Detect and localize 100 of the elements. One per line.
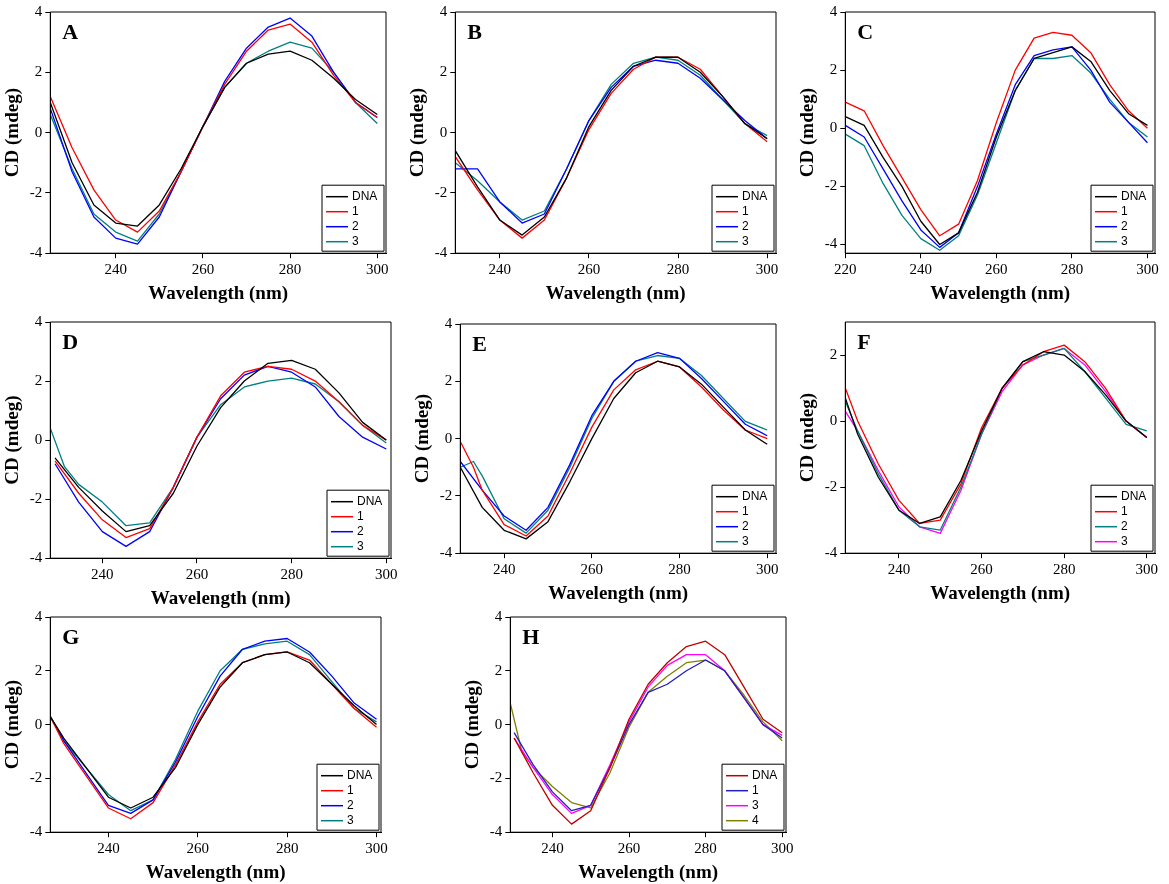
y-tick-label: -2 [824, 478, 838, 495]
y-tick-label: 0 [494, 715, 503, 732]
x-tick-label: 280 [278, 261, 302, 278]
y-tick-label: 0 [444, 429, 453, 446]
legend-label: 1 [1121, 204, 1128, 219]
y-tick-label: 4 [444, 314, 453, 331]
x-tick-label: 300 [365, 840, 388, 857]
x-tick-label: 260 [970, 561, 993, 578]
y-axis-title: CD (mdeg) [461, 680, 484, 770]
legend-label: 2 [742, 219, 749, 234]
y-tick-label: 2 [34, 661, 43, 678]
y-tick-label: 0 [34, 123, 43, 140]
x-tick-label: 300 [366, 261, 389, 278]
y-tick-label: 2 [444, 372, 453, 389]
legend-label: 1 [357, 509, 364, 524]
y-tick-label: -4 [29, 549, 43, 566]
x-tick-label: 240 [97, 840, 120, 857]
legend-label: 3 [1121, 534, 1128, 549]
legend-label: 3 [352, 234, 359, 249]
x-axis-title: Wavelength (nm) [545, 281, 686, 304]
x-tick-label: 220 [834, 261, 857, 278]
y-tick-label: 2 [34, 371, 43, 388]
x-axis-title: Wavelength (nm) [148, 281, 289, 304]
y-tick-label: -2 [439, 486, 453, 503]
x-tick-label: 260 [191, 261, 215, 278]
legend-label: 1 [347, 783, 354, 798]
legend-label: 3 [1121, 234, 1128, 249]
x-tick-label: 280 [1052, 561, 1076, 578]
legend-label: 4 [752, 813, 759, 828]
y-tick-label: -2 [29, 183, 43, 200]
x-tick-label: 240 [104, 261, 127, 278]
y-tick-label: -4 [489, 823, 503, 840]
legend-label: 2 [742, 519, 749, 534]
y-tick-label: 4 [439, 2, 448, 19]
x-tick-label: 240 [909, 261, 933, 278]
x-axis-title: Wavelength (nm) [150, 586, 291, 609]
legend-label: 2 [1121, 519, 1128, 534]
chart-title: G [62, 623, 80, 649]
y-tick-label: -4 [439, 544, 453, 561]
y-tick-label: 0 [34, 715, 43, 732]
x-tick-label: 240 [541, 840, 564, 857]
x-tick-label: 280 [275, 840, 299, 857]
chart-title: A [62, 18, 79, 44]
y-axis-title: CD (mdeg) [1, 680, 24, 770]
y-tick-label: 0 [829, 119, 838, 136]
y-tick-label: -2 [29, 490, 43, 507]
x-axis-title: Wavelength (nm) [578, 860, 719, 883]
y-axis-title: CD (mdeg) [1, 395, 24, 485]
x-tick-label: 240 [488, 261, 512, 278]
y-tick-label: 2 [34, 63, 43, 80]
chart-title: D [62, 328, 79, 354]
chart-title: E [472, 330, 487, 356]
legend-label: 1 [1121, 504, 1128, 519]
x-tick-label: 280 [694, 840, 717, 857]
legend-label: DNA [742, 189, 768, 204]
x-tick-label: 260 [617, 840, 641, 857]
y-axis-title: CD (mdeg) [1, 88, 24, 178]
x-tick-label: 300 [1135, 561, 1158, 578]
y-tick-label: -4 [29, 823, 43, 840]
y-tick-label: -4 [29, 244, 43, 261]
x-axis-title: Wavelength (nm) [548, 581, 689, 604]
y-axis-title: CD (mdeg) [796, 393, 819, 483]
y-tick-label: 0 [829, 412, 838, 429]
legend-label: 3 [357, 539, 364, 554]
y-axis-title: CD (mdeg) [796, 88, 819, 178]
x-tick-label: 300 [755, 261, 779, 278]
y-tick-label: 4 [34, 2, 43, 19]
x-tick-label: 260 [985, 261, 1008, 278]
legend-label: DNA [742, 489, 768, 504]
y-axis-title: CD (mdeg) [406, 88, 429, 178]
x-tick-label: 240 [887, 561, 911, 578]
y-tick-label: -4 [434, 244, 448, 261]
x-axis-title: Wavelength (nm) [930, 281, 1071, 304]
legend-label: 1 [752, 783, 759, 798]
y-tick-label: 0 [34, 431, 43, 448]
legend-label: 1 [352, 204, 359, 219]
chart-title: B [467, 18, 483, 44]
x-tick-label: 300 [770, 840, 794, 857]
y-tick-label: 4 [494, 607, 503, 624]
chart-title: H [522, 623, 540, 649]
legend-label: DNA [752, 768, 778, 783]
x-tick-label: 260 [580, 561, 604, 578]
x-axis-title: Wavelength (nm) [145, 860, 286, 883]
y-tick-label: 4 [829, 2, 838, 19]
y-tick-label: -2 [824, 177, 838, 194]
legend-label: DNA [357, 494, 383, 509]
y-tick-label: 4 [34, 607, 43, 624]
legend-label: 1 [742, 504, 749, 519]
x-tick-label: 260 [185, 566, 209, 583]
y-tick-label: 0 [439, 123, 448, 140]
x-tick-label: 300 [755, 561, 779, 578]
y-tick-label: 2 [439, 63, 448, 80]
y-tick-label: 2 [829, 345, 838, 362]
legend-label: DNA [1121, 189, 1147, 204]
legend-label: 3 [347, 813, 354, 828]
legend-label: 3 [742, 234, 749, 249]
legend-label: 2 [347, 798, 354, 813]
chart-title: F [857, 328, 871, 354]
legend-label: 2 [352, 219, 359, 234]
y-tick-label: 4 [34, 312, 43, 329]
